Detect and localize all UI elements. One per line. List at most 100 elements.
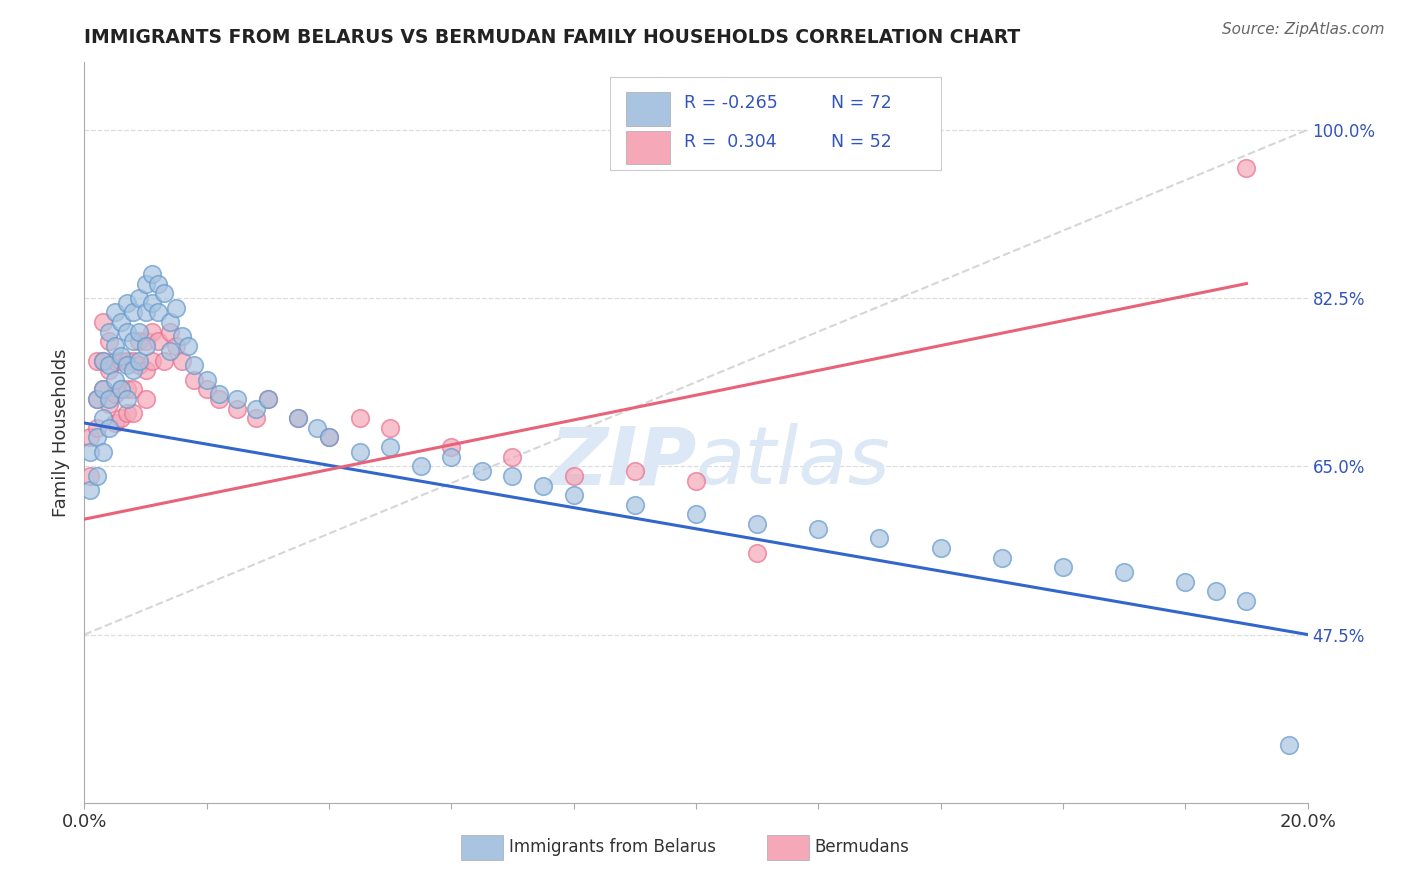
Point xyxy=(110,315,132,329)
Point xyxy=(409,459,432,474)
Point xyxy=(929,541,952,555)
Point xyxy=(177,339,200,353)
Point xyxy=(1278,738,1301,752)
Point xyxy=(195,373,218,387)
Point xyxy=(86,392,108,406)
Point xyxy=(97,334,120,349)
Text: N = 72: N = 72 xyxy=(831,95,891,112)
Point xyxy=(141,353,163,368)
Y-axis label: Family Households: Family Households xyxy=(52,349,70,516)
Point xyxy=(195,382,218,396)
Point xyxy=(502,450,524,464)
Point xyxy=(287,411,309,425)
Point xyxy=(122,406,145,420)
Point xyxy=(318,430,340,444)
Point xyxy=(135,305,157,319)
FancyBboxPatch shape xyxy=(766,835,808,860)
Text: atlas: atlas xyxy=(696,423,891,501)
Point xyxy=(115,325,138,339)
Point xyxy=(141,267,163,281)
Point xyxy=(257,392,280,406)
Point xyxy=(115,359,138,373)
Point xyxy=(502,469,524,483)
Point xyxy=(245,401,267,416)
Point xyxy=(110,411,132,425)
Point xyxy=(245,411,267,425)
Point xyxy=(97,392,120,406)
Text: ZIP: ZIP xyxy=(548,423,696,501)
Point xyxy=(1174,574,1197,589)
Text: Immigrants from Belarus: Immigrants from Belarus xyxy=(509,838,716,856)
Point xyxy=(104,373,127,387)
Point xyxy=(128,353,150,368)
Text: R = -0.265: R = -0.265 xyxy=(683,95,778,112)
Point xyxy=(104,387,127,401)
Point xyxy=(208,392,231,406)
Point xyxy=(349,411,371,425)
Point xyxy=(91,353,114,368)
Point xyxy=(91,353,114,368)
Point xyxy=(1236,161,1258,176)
Point xyxy=(115,295,138,310)
Point xyxy=(135,392,157,406)
FancyBboxPatch shape xyxy=(610,78,941,169)
FancyBboxPatch shape xyxy=(461,835,503,860)
Point xyxy=(122,363,145,377)
Point xyxy=(128,291,150,305)
Point xyxy=(380,440,402,454)
Point xyxy=(135,277,157,291)
Point xyxy=(79,445,101,459)
Text: IMMIGRANTS FROM BELARUS VS BERMUDAN FAMILY HOUSEHOLDS CORRELATION CHART: IMMIGRANTS FROM BELARUS VS BERMUDAN FAMI… xyxy=(84,28,1021,47)
Point xyxy=(159,343,181,358)
Point xyxy=(115,382,138,396)
Point xyxy=(122,382,145,396)
Point xyxy=(128,334,150,349)
Point xyxy=(153,286,176,301)
Point xyxy=(747,516,769,531)
Point xyxy=(91,411,114,425)
Point xyxy=(172,353,194,368)
Point xyxy=(165,339,187,353)
Point xyxy=(97,397,120,411)
Point xyxy=(146,277,169,291)
Point xyxy=(122,334,145,349)
Point xyxy=(104,353,127,368)
Point xyxy=(531,478,554,492)
FancyBboxPatch shape xyxy=(626,131,671,164)
Point xyxy=(380,421,402,435)
Point xyxy=(91,445,114,459)
Point xyxy=(141,325,163,339)
Point xyxy=(128,359,150,373)
Point xyxy=(1114,565,1136,579)
Text: Bermudans: Bermudans xyxy=(814,838,910,856)
Point xyxy=(991,550,1014,565)
Point xyxy=(172,329,194,343)
Point xyxy=(305,421,328,435)
Point xyxy=(86,353,108,368)
Point xyxy=(128,325,150,339)
Point xyxy=(159,315,181,329)
Point xyxy=(86,469,108,483)
Point xyxy=(471,464,494,478)
Point xyxy=(135,363,157,377)
Point xyxy=(141,295,163,310)
Point xyxy=(110,382,132,396)
Point xyxy=(115,353,138,368)
Point xyxy=(685,508,707,522)
FancyBboxPatch shape xyxy=(626,93,671,126)
Point xyxy=(79,469,101,483)
Text: N = 52: N = 52 xyxy=(831,133,891,151)
Point xyxy=(115,406,138,420)
Text: R =  0.304: R = 0.304 xyxy=(683,133,776,151)
Point xyxy=(110,382,132,396)
Point xyxy=(1205,584,1227,599)
Point xyxy=(135,339,157,353)
Point xyxy=(807,522,830,536)
Point xyxy=(562,469,585,483)
Point xyxy=(146,334,169,349)
Point xyxy=(97,363,120,377)
Point xyxy=(208,387,231,401)
Point xyxy=(104,339,127,353)
Point xyxy=(685,474,707,488)
Point xyxy=(287,411,309,425)
